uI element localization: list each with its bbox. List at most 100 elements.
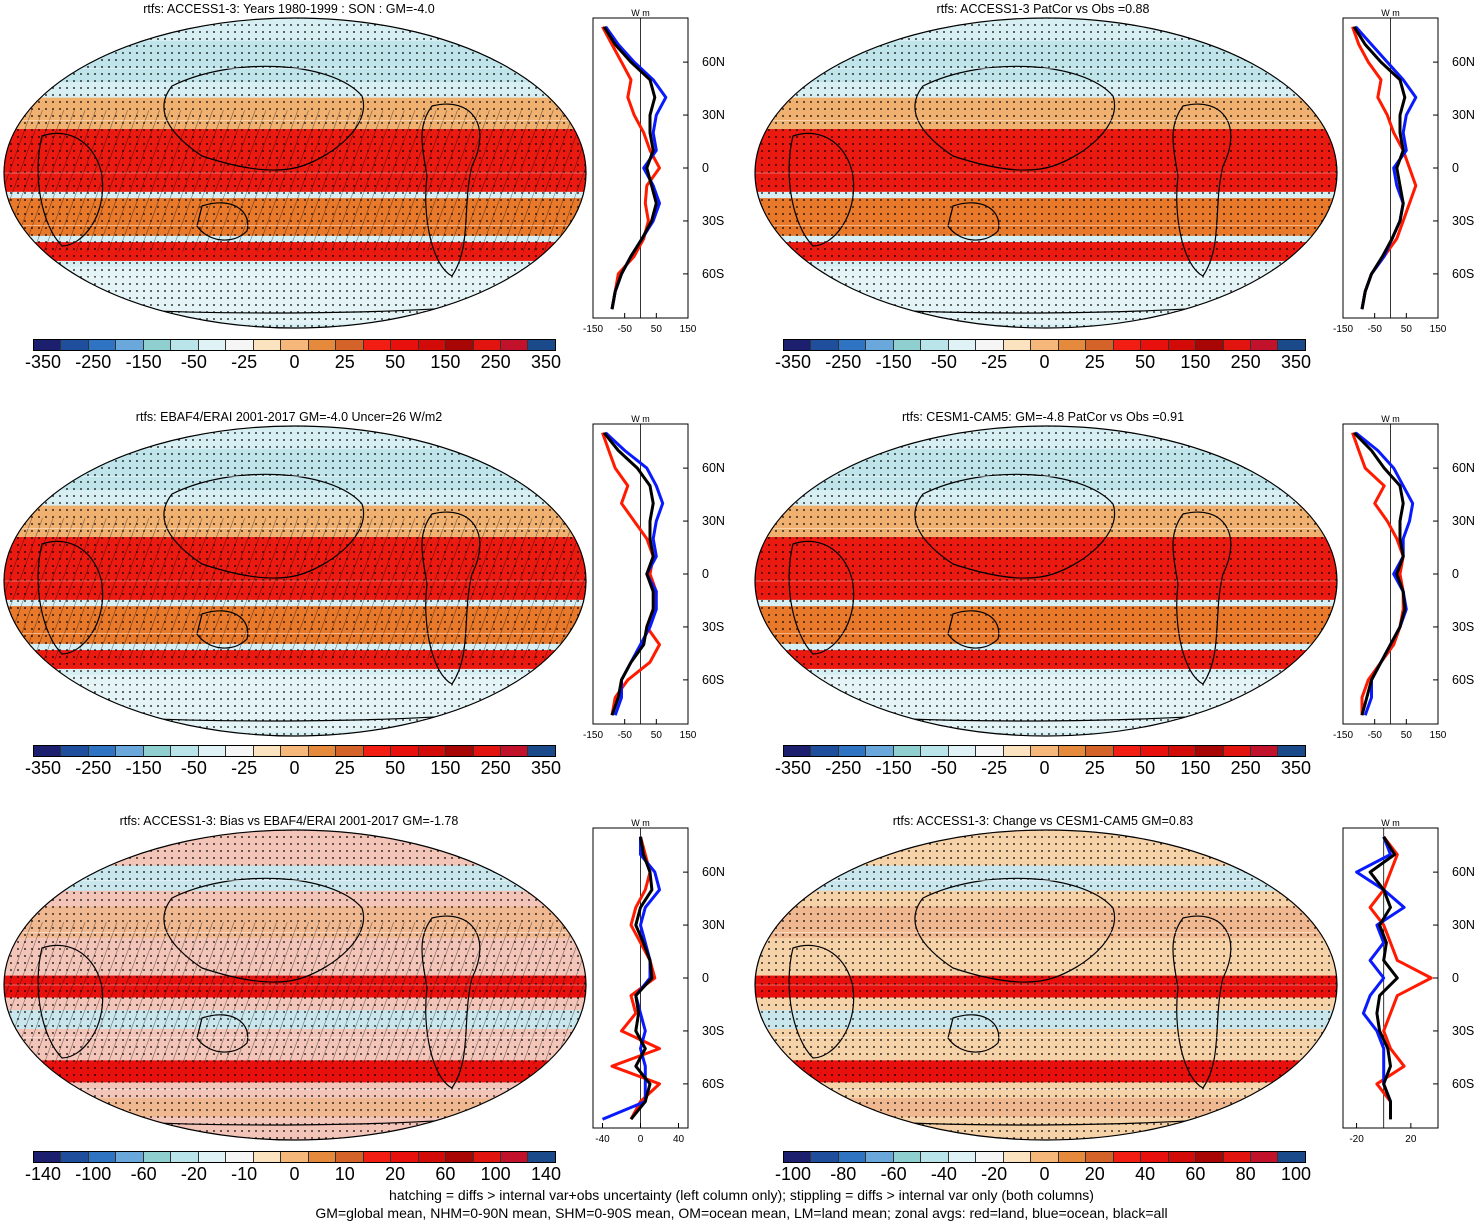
colorbar-swatch (976, 1152, 1004, 1162)
zonal-lat-label: 60S (1452, 673, 1474, 687)
colorbar-label: 100 (480, 1164, 511, 1184)
colorbar-swatch (308, 1152, 337, 1162)
colorbar-swatch (473, 746, 501, 756)
colorbar-swatch (500, 1152, 529, 1162)
colorbar-label: 350 (530, 352, 562, 372)
colorbar-swatch (1168, 746, 1197, 756)
colorbar-swatch (784, 1152, 812, 1162)
colorbar-swatch (1168, 1152, 1197, 1162)
footer-line-1: hatching = diffs > internal var+obs unce… (389, 1187, 1094, 1203)
colorbar-label: 150 (430, 352, 461, 372)
colorbar-swatch (253, 746, 282, 756)
colorbar-swatch (1141, 1152, 1169, 1162)
zonal-unit-label: W m (631, 8, 650, 18)
zonal-x-tick: 150 (1430, 730, 1447, 741)
colorbar-label: 60 (1185, 1164, 1206, 1184)
colorbar-swatch (281, 1152, 309, 1162)
colorbar-swatch (336, 746, 364, 756)
colorbar-label: 40 (1135, 1164, 1156, 1184)
zonal-series-line (1368, 835, 1433, 1120)
colorbar-swatch (893, 1152, 922, 1162)
colorbar-swatch (1223, 340, 1251, 350)
world-map (3, 829, 587, 1141)
colorbar-swatch (1278, 1152, 1305, 1162)
colorbar-label: -25 (231, 758, 258, 778)
zonal-mean-plot: W m -150 -50 50 150 60N 30N 0 30S 60S (583, 414, 725, 741)
colorbar-swatch (1141, 340, 1169, 350)
colorbar-swatch (363, 340, 392, 350)
colorbar-label: 0 (289, 1164, 300, 1184)
colorbar-swatch (866, 340, 894, 350)
colorbar-swatch (34, 746, 62, 756)
colorbar-swatch (500, 746, 529, 756)
zonal-lat-label: 60S (702, 1077, 724, 1091)
colorbar-swatch (1113, 340, 1142, 350)
zonal-x-tick: -50 (1367, 730, 1382, 741)
colorbar-swatch (921, 1152, 949, 1162)
colorbar-swatch (336, 340, 364, 350)
colorbar-swatch (811, 340, 839, 350)
zonal-lat-label: 60N (702, 55, 725, 69)
colorbar-swatch (391, 1152, 419, 1162)
colorbar-label: 100 (1280, 1164, 1312, 1184)
zonal-series-line (601, 26, 661, 310)
colorbar-label: -60 (880, 1164, 907, 1184)
colorbar-swatch (418, 340, 447, 350)
colorbar-swatch (838, 1152, 867, 1162)
zonal-lat-label: 60N (1452, 865, 1475, 879)
zonal-unit-label: W m (631, 414, 650, 424)
colorbar-swatch (948, 1152, 977, 1162)
zonal-series-line (602, 431, 655, 716)
colorbar-label: -150 (125, 352, 162, 372)
colorbar-swatch (528, 340, 555, 350)
zonal-lat-label: 30S (702, 1024, 724, 1038)
colorbar-swatch (1141, 746, 1169, 756)
colorbar-swatch (811, 746, 839, 756)
zonal-x-tick: -50 (617, 324, 632, 335)
zonal-series-line (1352, 26, 1407, 310)
colorbar-swatch (116, 1152, 144, 1162)
zonal-series-line (604, 431, 665, 716)
colorbar-label: 25 (334, 352, 355, 372)
colorbar-label: 0 (289, 352, 300, 372)
colorbar-swatch (1196, 746, 1224, 756)
colorbar-swatch (88, 746, 117, 756)
zonal-series-line (1368, 836, 1399, 1120)
zonal-lat-label: 30S (1452, 214, 1474, 228)
colorbar-label: 50 (1135, 758, 1156, 778)
zonal-x-tick: 0 (638, 1134, 644, 1145)
colorbar-swatch (1113, 1152, 1142, 1162)
zonal-x-tick: -150 (583, 324, 603, 335)
zonal-x-tick: 150 (680, 730, 697, 741)
colorbar-label: -10 (231, 1164, 258, 1184)
colorbar-label: -100 (774, 1164, 812, 1184)
colorbar-swatch (61, 746, 89, 756)
zonal-mean-plot: W m -20 20 60N 30N 0 30S 60S (1342, 818, 1475, 1145)
colorbar-label: 20 (385, 1164, 406, 1184)
panel-title: rtfs: ACCESS1-3: Years 1980-1999 : SON :… (143, 2, 435, 16)
colorbar-swatch (866, 746, 894, 756)
colorbar-swatch (143, 746, 172, 756)
colorbar-swatch (1058, 746, 1087, 756)
colorbar-swatch (1278, 746, 1305, 756)
zonal-x-tick: -50 (1367, 324, 1382, 335)
colorbar-label: -50 (180, 352, 207, 372)
colorbar-label: 0 (1039, 352, 1050, 372)
colorbar (783, 339, 1306, 351)
zonal-x-tick: -20 (1349, 1134, 1364, 1145)
colorbar-label: 250 (1230, 352, 1261, 372)
colorbar-swatch (500, 340, 529, 350)
colorbar-label: -350 (24, 352, 62, 372)
colorbar (783, 745, 1306, 757)
zonal-mean-plot: W m -40 0 40 60N 30N 0 30S 60S (592, 818, 725, 1145)
colorbar-swatch (976, 746, 1004, 756)
colorbar-label: -140 (24, 1164, 62, 1184)
colorbar (783, 1151, 1306, 1163)
colorbar-swatch (226, 1152, 254, 1162)
colorbar-swatch (1168, 340, 1197, 350)
zonal-lat-label: 0 (702, 567, 709, 581)
colorbar-swatch (253, 340, 282, 350)
zonal-lat-label: 60N (702, 865, 725, 879)
colorbar-swatch (1250, 1152, 1279, 1162)
panel-title: rtfs: EBAF4/ERAI 2001-2017 GM=-4.0 Uncer… (135, 410, 443, 424)
